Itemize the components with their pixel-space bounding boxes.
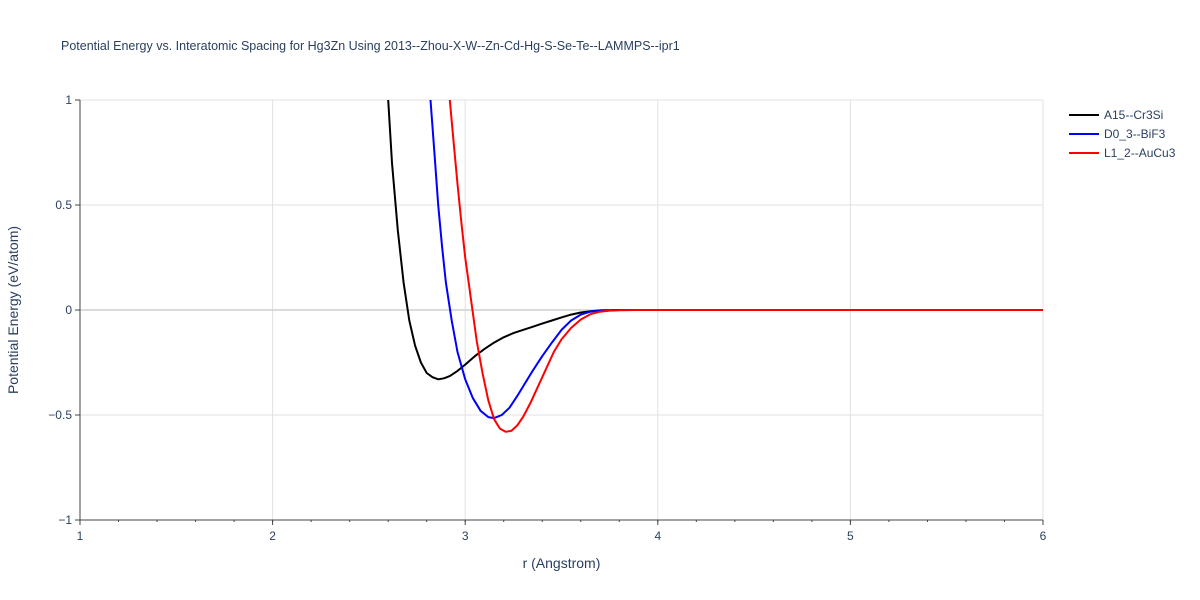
x-tick-label: 3 (462, 529, 469, 543)
x-tick-labels: 1 2 3 4 5 6 (77, 529, 1047, 543)
y-tick-label: 0.5 (55, 198, 72, 212)
x-tick-label: 1 (77, 529, 84, 543)
legend: A15--Cr3Si D0_3--BiF3 L1_2--AuCu3 (1069, 108, 1176, 160)
y-tick-label: −1 (58, 513, 72, 527)
x-tick-label: 2 (269, 529, 276, 543)
legend-entry: L1_2--AuCu3 (1104, 146, 1176, 160)
chart-title: Potential Energy vs. Interatomic Spacing… (61, 39, 680, 53)
series-line (448, 100, 1043, 433)
legend-entry: A15--Cr3Si (1104, 108, 1163, 122)
legend-entry: D0_3--BiF3 (1104, 127, 1166, 141)
y-tick-label: 0 (65, 303, 72, 317)
x-tick-label: 6 (1040, 529, 1047, 543)
series-line (387, 100, 1043, 381)
series-layer (387, 100, 1043, 433)
x-tick-label: 4 (654, 529, 661, 543)
x-tick-label: 5 (847, 529, 854, 543)
x-axis-title: r (Angstrom) (523, 555, 601, 571)
y-tick-label: 1 (65, 93, 72, 107)
axes (75, 99, 1044, 525)
y-tick-labels: −1 −0.5 0 0.5 1 (48, 93, 72, 527)
series-line (429, 100, 1043, 420)
y-axis-title: Potential Energy (eV/atom) (5, 226, 21, 394)
y-tick-label: −0.5 (48, 408, 72, 422)
